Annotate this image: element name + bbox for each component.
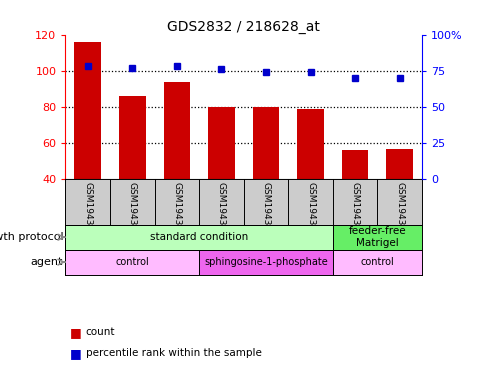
Text: GSM194307: GSM194307 <box>83 182 92 237</box>
Bar <box>332 250 421 275</box>
Bar <box>385 149 412 179</box>
Text: GSM194311: GSM194311 <box>261 182 270 237</box>
Bar <box>199 250 332 275</box>
Text: GSM194313: GSM194313 <box>350 182 359 237</box>
Bar <box>252 107 279 179</box>
Text: GSM194308: GSM194308 <box>128 182 136 237</box>
Text: control: control <box>360 257 393 267</box>
Text: percentile rank within the sample: percentile rank within the sample <box>86 348 261 358</box>
Text: ■: ■ <box>70 326 82 339</box>
Text: sphingosine-1-phosphate: sphingosine-1-phosphate <box>204 257 327 267</box>
Text: GSM194310: GSM194310 <box>216 182 226 237</box>
Bar <box>65 250 199 275</box>
Bar <box>74 42 101 179</box>
Text: control: control <box>115 257 149 267</box>
Text: GSM194309: GSM194309 <box>172 182 181 237</box>
Text: GSM194314: GSM194314 <box>394 182 403 237</box>
Bar <box>65 225 332 250</box>
Title: GDS2832 / 218628_at: GDS2832 / 218628_at <box>167 20 319 33</box>
Text: ■: ■ <box>70 347 82 360</box>
Bar <box>297 109 323 179</box>
Bar <box>208 107 234 179</box>
Text: standard condition: standard condition <box>150 232 248 242</box>
Text: growth protocol: growth protocol <box>0 232 63 242</box>
Bar <box>119 96 145 179</box>
Bar <box>332 225 421 250</box>
Bar <box>163 82 190 179</box>
Text: count: count <box>86 327 115 337</box>
Text: GSM194312: GSM194312 <box>305 182 315 237</box>
Text: agent: agent <box>31 257 63 267</box>
Bar <box>341 151 368 179</box>
Text: feeder-free
Matrigel: feeder-free Matrigel <box>348 227 406 248</box>
